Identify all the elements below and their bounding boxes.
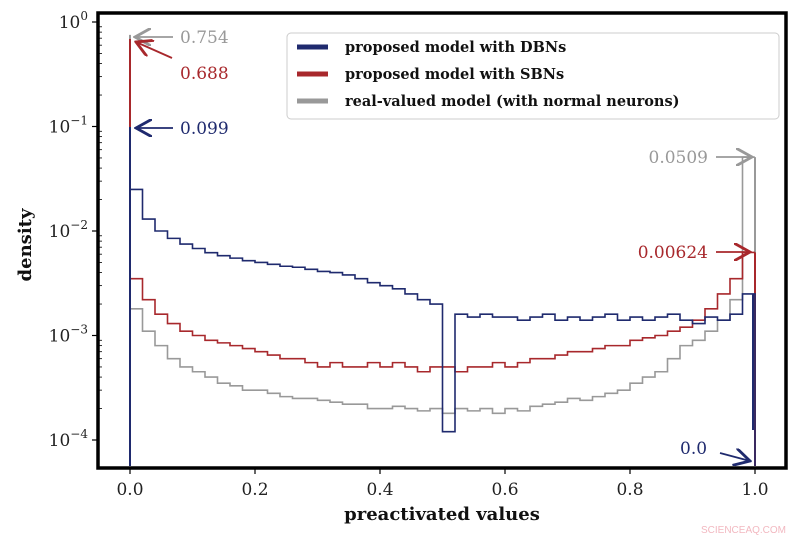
y-tick-label: 10−3: [49, 323, 88, 347]
x-axis-label: preactivated values: [344, 504, 540, 525]
y-tick-label: 10−2: [49, 218, 88, 242]
annotation-arrow-00: [719, 453, 750, 461]
x-tick-label: 0.6: [491, 480, 518, 500]
annotation-00: 0.0: [680, 439, 707, 459]
legend-label-sbn: proposed model with SBNs: [345, 66, 564, 83]
y-tick-label: 10−1: [49, 114, 88, 138]
y-tick-label: 10−4: [49, 427, 89, 451]
x-tick-label: 1.0: [741, 480, 768, 500]
series-sbn-histogram: [130, 251, 755, 373]
legend-label-dbn: proposed model with DBNs: [345, 39, 566, 56]
annotation-0754: 0.754: [180, 28, 229, 48]
annotations: 0.754 0.688 0.099 0.0509 0.00624 0.0: [135, 28, 752, 461]
annotation-0688: 0.688: [180, 64, 229, 84]
annotation-0099: 0.099: [180, 119, 229, 139]
plot-frame: [96, 11, 788, 470]
x-tick-label: 0.8: [616, 480, 643, 500]
x-tick-label: 0.4: [366, 480, 393, 500]
x-tick-label: 0.0: [116, 480, 143, 500]
annotation-000624: 0.00624: [638, 243, 708, 263]
annotation-arrow-0688: [136, 42, 173, 59]
annotation-00509: 0.0509: [649, 148, 708, 168]
series-dbn-histogram: [130, 188, 756, 466]
watermark: SCIENCEAQ.COM: [701, 525, 786, 536]
legend-label-real: real-valued model (with normal neurons): [345, 93, 679, 110]
y-tick-label: 100: [59, 9, 88, 33]
legend: proposed model with DBNs proposed model …: [286, 32, 780, 120]
y-axis-label: density: [15, 208, 36, 281]
x-tick-label: 0.2: [241, 480, 268, 500]
